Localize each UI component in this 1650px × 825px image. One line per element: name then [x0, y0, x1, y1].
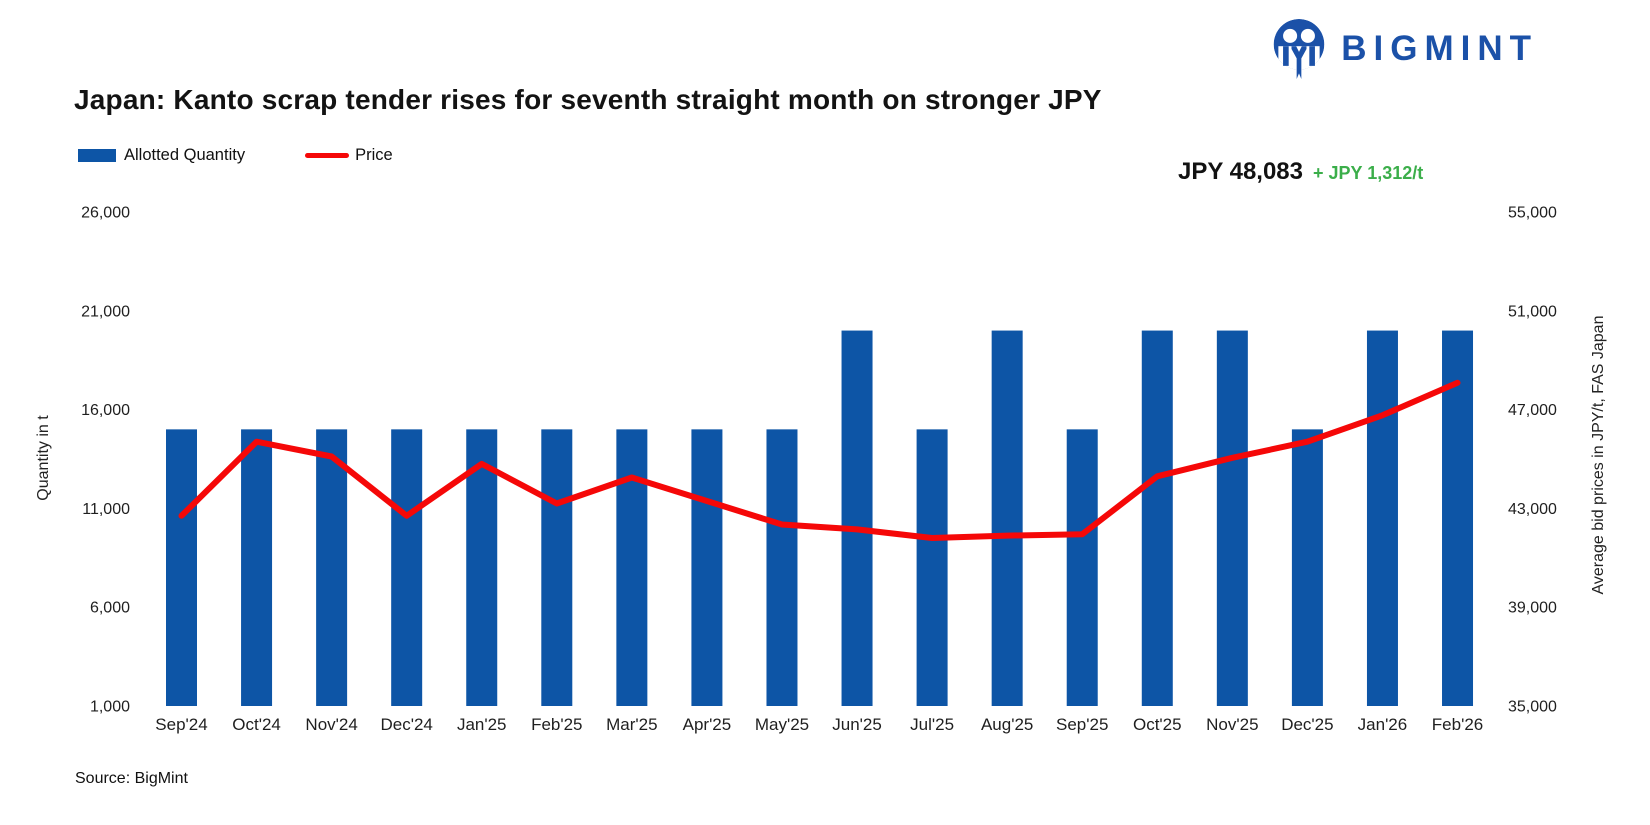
line-swatch-icon	[305, 153, 350, 158]
x-axis-label: Jul'25	[910, 715, 954, 734]
x-axis-label: Jan'25	[457, 715, 507, 734]
bar-Oct'24	[241, 429, 273, 706]
right-axis-tick-label: 51,000	[1508, 303, 1557, 320]
x-axis-label: Dec'25	[1281, 715, 1333, 734]
left-axis-tick-label: 16,000	[81, 402, 130, 419]
right-axis-tick-label: 43,000	[1508, 501, 1557, 518]
x-axis-label: Jan'26	[1358, 715, 1408, 734]
x-axis-label: Aug'25	[981, 715, 1033, 734]
bigmint-logo: BIGMINT	[1269, 16, 1538, 82]
x-axis-label: Feb'26	[1432, 715, 1483, 734]
left-axis-tick-label: 11,000	[82, 501, 130, 518]
x-axis-label: Jun'25	[832, 715, 882, 734]
latest-price-change: + JPY 1,312/t	[1313, 163, 1424, 183]
bar-swatch-icon	[78, 149, 116, 162]
x-axis-label: Oct'25	[1133, 715, 1182, 734]
bar-Nov'24	[316, 429, 348, 706]
bar-Oct'25	[1141, 330, 1173, 706]
left-axis-tick-label: 1,000	[90, 699, 130, 716]
x-axis-label: May'25	[755, 715, 809, 734]
bar-May'25	[766, 429, 798, 706]
right-axis-tick-label: 47,000	[1508, 402, 1557, 419]
legend-label-allotted-quantity: Allotted Quantity	[124, 146, 246, 164]
bar-Jul'25	[916, 429, 948, 706]
source-note: Source: BigMint	[75, 770, 188, 787]
x-axis-label: Feb'25	[531, 715, 582, 734]
right-axis-title: Average bid prices in JPY/t, FAS Japan	[1590, 315, 1607, 595]
bigmint-logo-icon	[1273, 19, 1325, 79]
legend-label-price: Price	[355, 146, 393, 164]
x-axis-label: Oct'24	[232, 715, 281, 734]
bar-Feb'26	[1442, 330, 1474, 706]
legend-item-price: Price	[305, 146, 393, 165]
legend-item-allotted-quantity: Allotted Quantity	[78, 146, 245, 165]
right-axis-tick-label: 35,000	[1508, 699, 1557, 716]
right-axis-tick-label: 39,000	[1508, 600, 1557, 617]
bar-Jan'26	[1366, 330, 1398, 706]
bar-Sep'25	[1066, 429, 1098, 706]
bar-Feb'25	[541, 429, 573, 706]
bar-Nov'25	[1216, 330, 1248, 706]
bar-Mar'25	[616, 429, 648, 706]
bar-Apr'25	[691, 429, 723, 706]
chart-title: Japan: Kanto scrap tender rises for seve…	[74, 84, 1102, 115]
x-axis-label: Apr'25	[683, 715, 732, 734]
latest-price-annotation: JPY 48,083 + JPY 1,312/t	[1178, 158, 1423, 186]
left-axis-tick-label: 26,000	[81, 205, 130, 222]
x-axis-label: Nov'24	[305, 715, 357, 734]
bigmint-logo-text: BIGMINT	[1341, 29, 1538, 68]
x-axis-label: Sep'24	[155, 715, 207, 734]
bar-Dec'24	[391, 429, 423, 706]
chart-legend: Allotted Quantity Price	[78, 146, 393, 165]
left-axis-title: Quantity in t	[35, 415, 52, 501]
latest-price-value: JPY 48,083	[1178, 158, 1304, 185]
bar-Aug'25	[991, 330, 1023, 706]
bar-Jun'25	[841, 330, 873, 706]
x-axis-label: Dec'24	[380, 715, 432, 734]
bar-Sep'24	[166, 429, 197, 706]
x-axis-label: Nov'25	[1206, 715, 1258, 734]
right-axis-tick-label: 55,000	[1508, 205, 1557, 222]
x-axis-label: Sep'25	[1056, 715, 1108, 734]
x-axis-label: Mar'25	[606, 715, 657, 734]
price-line	[178, 379, 1461, 541]
bar-Dec'25	[1291, 429, 1323, 706]
bar-Jan'25	[466, 429, 498, 706]
left-axis-tick-label: 6,000	[90, 600, 130, 617]
left-axis-tick-label: 21,000	[81, 303, 130, 320]
